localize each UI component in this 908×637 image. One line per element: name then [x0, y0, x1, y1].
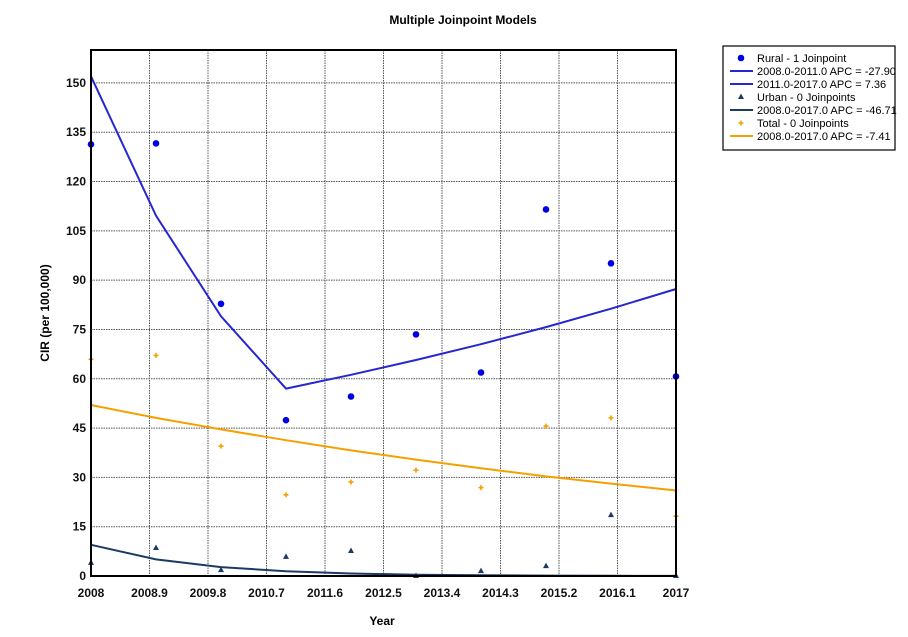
x-tick-label: 2012.5	[365, 586, 402, 600]
x-tick-label: 2016.1	[599, 586, 636, 600]
y-tick-label: 60	[73, 372, 87, 386]
chart-title: Multiple Joinpoint Models	[389, 13, 537, 27]
data-point	[543, 562, 549, 569]
y-tick-label: 135	[66, 125, 86, 139]
x-tick-label: 2011.6	[307, 586, 343, 600]
data-point	[348, 547, 354, 554]
x-tick-label: 2015.2	[541, 586, 578, 600]
legend-label: 2008.0-2017.0 APC = -46.71	[757, 105, 897, 117]
grid	[91, 50, 676, 576]
data-point	[153, 544, 159, 551]
fit-line-total-fit	[90, 404, 677, 492]
y-tick-label: 90	[73, 273, 87, 287]
y-tick-label: 15	[73, 520, 87, 534]
data-point	[608, 511, 614, 518]
x-tick-label: 2009.8	[190, 586, 227, 600]
legend-label: 2008.0-2011.0 APC = -27.90	[757, 66, 896, 78]
x-tick-label: 2008	[78, 586, 105, 600]
data-point	[478, 485, 484, 491]
x-tick-label: 2010.7	[248, 586, 285, 600]
y-tick-label: 120	[66, 175, 86, 189]
x-tick-label: 2017	[663, 586, 690, 600]
legend-marker	[738, 120, 744, 126]
axis-ticks: 2008 2008.9 2009.8 2010.7 2011.6 2012.5 2013.4…	[66, 76, 690, 600]
legend-label: 2011.0-2017.0 APC = 7.36	[757, 79, 886, 91]
data-point	[413, 467, 419, 473]
legend-marker	[737, 54, 745, 62]
legend-label: Total - 0 Joinpoints	[757, 118, 849, 130]
data-point	[283, 492, 289, 498]
data-point	[348, 479, 354, 485]
data-point	[283, 553, 289, 559]
y-axis-label: CIR (per 100,000)	[38, 264, 52, 361]
data-point	[218, 443, 224, 449]
y-tick-label: 30	[73, 470, 87, 484]
data-point	[477, 369, 485, 376]
y-tick-label: 0	[79, 569, 86, 583]
x-axis-label: Year	[369, 614, 395, 628]
y-tick-label: 150	[66, 76, 86, 90]
x-tick-label: 2013.4	[424, 586, 461, 600]
data-point	[412, 331, 420, 338]
y-tick-label: 105	[66, 224, 86, 238]
data-point	[153, 352, 159, 358]
legend-box	[722, 45, 896, 151]
y-tick-label: 45	[73, 421, 87, 435]
legend-label: Urban - 0 Joinpoints	[757, 92, 856, 104]
fit-line-rural-fit	[90, 75, 677, 390]
data-point	[607, 260, 615, 267]
data-point	[347, 393, 355, 400]
legend-label: Rural - 1 Joinpoint	[757, 53, 846, 65]
data-point	[217, 300, 225, 308]
x-tick-label: 2014.3	[482, 586, 519, 600]
data-point	[543, 423, 549, 429]
legend-marker	[738, 93, 744, 99]
data-point	[478, 567, 484, 574]
x-tick-label: 2008.9	[131, 586, 168, 600]
data-point	[542, 206, 550, 213]
y-tick-label: 75	[73, 322, 87, 336]
plot-frame	[90, 49, 677, 577]
data-point	[608, 415, 614, 421]
legend-label: 2008.0-2017.0 APC = -7.41	[757, 131, 891, 143]
data-point	[152, 140, 160, 147]
data-point	[282, 416, 290, 424]
data-point	[218, 566, 224, 573]
